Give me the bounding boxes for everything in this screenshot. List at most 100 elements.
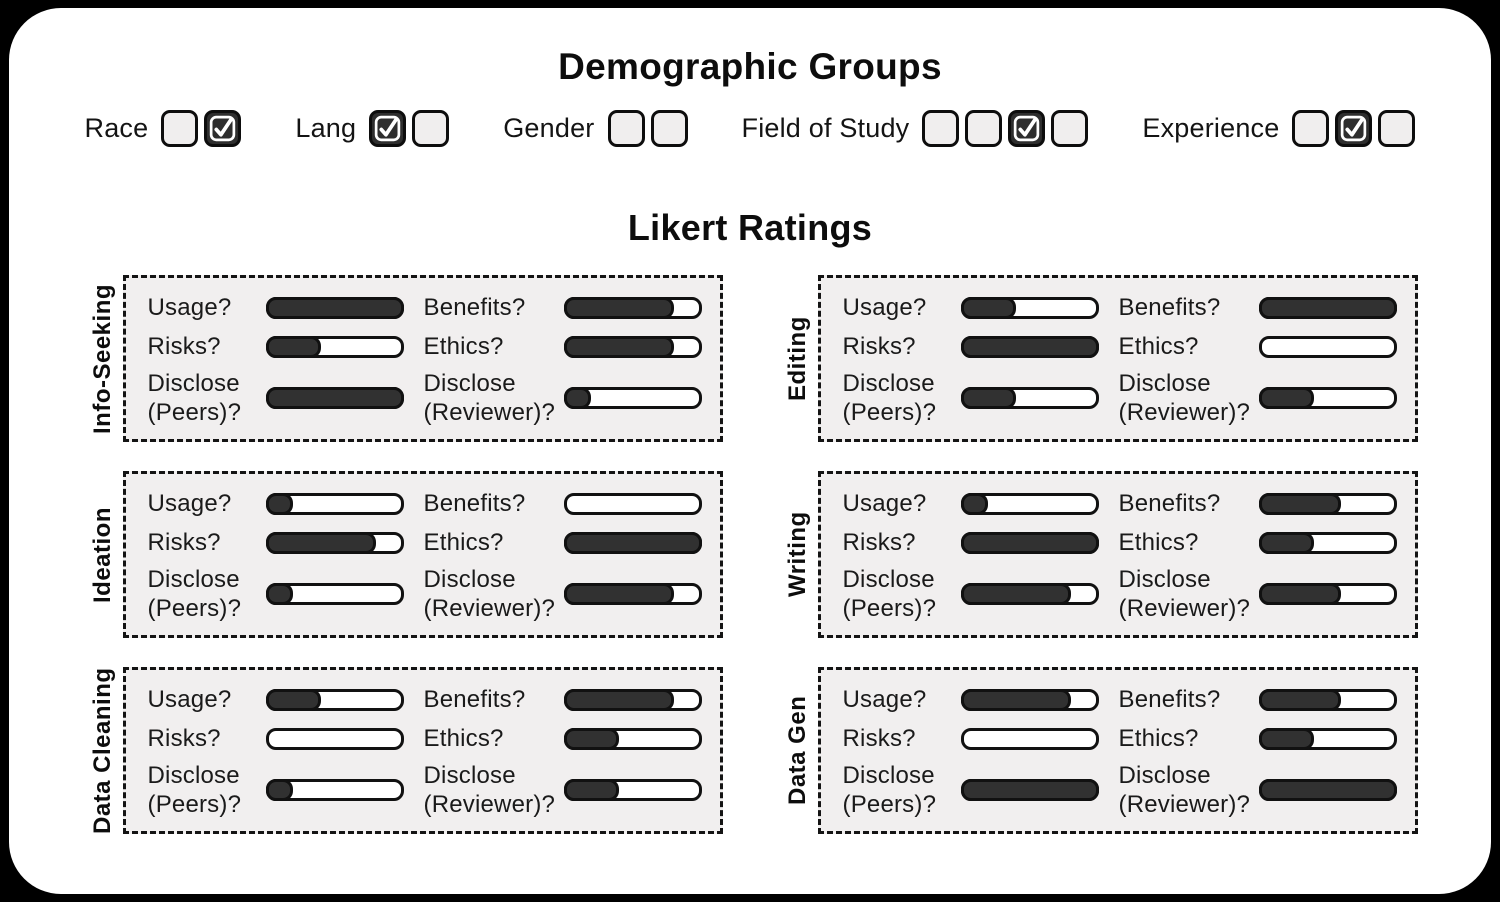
bar-editing-benefits — [1258, 297, 1397, 319]
question-disclose-peers: Disclose (Peers)? — [147, 761, 242, 818]
bar-fill — [265, 493, 294, 515]
bar-fill — [960, 689, 1071, 711]
checkbox-experience-3[interactable] — [1378, 110, 1416, 147]
bar-fill — [1258, 493, 1342, 515]
bar-info-seeking-disclose-reviewer — [563, 387, 702, 409]
question-risks: Risks? — [842, 333, 916, 361]
bar-fill — [265, 689, 321, 711]
question-ethics: Ethics? — [1118, 529, 1199, 557]
question-usage: Usage? — [842, 686, 927, 714]
bar-fill — [1258, 297, 1397, 319]
panel-row-ideation: Ideation Usage? Benefits? Risks? Ethics?… — [83, 471, 723, 638]
bar-fill — [960, 297, 1016, 319]
likert-panels-grid: Info-Seeking Usage? Benefits? Risks? Eth… — [83, 275, 1418, 834]
demographic-groups-row: Race Lang Gender Field of Study Experien… — [9, 110, 1491, 147]
bar-fill — [960, 387, 1016, 409]
bar-ideation-disclose-peers — [265, 583, 404, 605]
bar-writing-usage — [960, 493, 1099, 515]
bar-fill — [265, 583, 294, 605]
figure-card: Demographic Groups Race Lang Gender Fiel… — [9, 8, 1491, 894]
question-benefits: Benefits? — [423, 686, 526, 714]
checkbox-gender-1[interactable] — [607, 110, 645, 147]
group-race: Race — [85, 110, 242, 147]
check-icon — [375, 115, 401, 142]
bar-fill — [265, 779, 294, 801]
group-field-of-study: Field of Study — [742, 110, 1089, 147]
question-disclose-reviewer: Disclose (Reviewer)? — [1118, 565, 1251, 622]
bar-fill — [960, 779, 1099, 801]
bar-editing-usage — [960, 297, 1099, 319]
question-ethics: Ethics? — [423, 333, 504, 361]
bar-fill — [563, 336, 674, 358]
question-ethics: Ethics? — [423, 529, 504, 557]
checkbox-race-2[interactable] — [204, 110, 242, 147]
panel-data-gen: Usage? Benefits? Risks? Ethics? Disclose… — [817, 667, 1418, 834]
panel-title-data-cleaning: Data Cleaning — [88, 667, 116, 834]
spacer — [1099, 700, 1119, 701]
bar-writing-disclose-reviewer — [1258, 583, 1397, 605]
spacer — [404, 398, 424, 399]
bar-fill — [265, 387, 404, 409]
question-risks: Risks? — [147, 725, 221, 753]
group-lang-label: Lang — [295, 113, 357, 143]
group-race-label: Race — [84, 113, 149, 143]
bar-editing-disclose-peers — [960, 387, 1099, 409]
question-disclose-reviewer: Disclose (Reviewer)? — [423, 369, 556, 426]
checkbox-lang-1[interactable] — [369, 110, 407, 147]
bar-data-cleaning-usage — [265, 689, 404, 711]
spacer — [404, 504, 424, 505]
group-gender: Gender — [503, 110, 688, 147]
question-usage: Usage? — [842, 294, 927, 322]
question-benefits: Benefits? — [1118, 686, 1221, 714]
bar-editing-disclose-reviewer — [1258, 387, 1397, 409]
bar-ideation-risks — [265, 532, 404, 554]
question-ethics: Ethics? — [1118, 725, 1199, 753]
bar-fill — [563, 297, 674, 319]
bar-writing-disclose-peers — [960, 583, 1099, 605]
checkbox-field-1[interactable] — [922, 110, 960, 147]
checkbox-field-4[interactable] — [1051, 110, 1089, 147]
panel-row-data-cleaning: Data Cleaning Usage? Benefits? Risks? Et… — [83, 667, 723, 834]
panel-title-info-seeking: Info-Seeking — [88, 283, 116, 434]
bar-fill — [563, 532, 702, 554]
bar-writing-benefits — [1258, 493, 1397, 515]
panel-row-editing: Editing Usage? Benefits? Risks? Ethics? … — [778, 275, 1418, 442]
bar-data-gen-usage — [960, 689, 1099, 711]
question-benefits: Benefits? — [1118, 294, 1221, 322]
question-disclose-peers: Disclose (Peers)? — [147, 369, 242, 426]
bar-fill — [563, 779, 619, 801]
question-risks: Risks? — [842, 529, 916, 557]
panel-row-writing: Writing Usage? Benefits? Risks? Ethics? … — [778, 471, 1418, 638]
checkbox-experience-1[interactable] — [1292, 110, 1330, 147]
bar-fill — [1258, 779, 1397, 801]
bar-info-seeking-ethics — [563, 336, 702, 358]
checkbox-gender-2[interactable] — [650, 110, 688, 147]
bar-data-cleaning-benefits — [563, 689, 702, 711]
question-risks: Risks? — [147, 333, 221, 361]
spacer — [1099, 308, 1119, 309]
spacer — [404, 700, 424, 701]
bar-ideation-disclose-reviewer — [563, 583, 702, 605]
bar-data-gen-risks — [960, 728, 1099, 750]
bar-info-seeking-usage — [265, 297, 404, 319]
question-ethics: Ethics? — [423, 725, 504, 753]
panel-editing: Usage? Benefits? Risks? Ethics? Disclose… — [817, 275, 1418, 442]
bar-fill — [1258, 532, 1314, 554]
question-benefits: Benefits? — [423, 490, 526, 518]
checkbox-field-3[interactable] — [1008, 110, 1046, 147]
checkbox-race-1[interactable] — [161, 110, 199, 147]
question-usage: Usage? — [147, 490, 232, 518]
bar-fill — [1258, 387, 1314, 409]
question-usage: Usage? — [147, 294, 232, 322]
checkbox-lang-2[interactable] — [412, 110, 450, 147]
panel-writing: Usage? Benefits? Risks? Ethics? Disclose… — [817, 471, 1418, 638]
checkbox-experience-2[interactable] — [1335, 110, 1373, 147]
bar-fill — [563, 728, 619, 750]
question-disclose-peers: Disclose (Peers)? — [842, 761, 937, 818]
checkbox-field-2[interactable] — [965, 110, 1003, 147]
spacer — [1099, 543, 1119, 544]
group-field-of-study-label: Field of Study — [741, 113, 910, 143]
question-disclose-peers: Disclose (Peers)? — [842, 565, 937, 622]
bar-writing-ethics — [1258, 532, 1397, 554]
bar-fill — [960, 583, 1071, 605]
